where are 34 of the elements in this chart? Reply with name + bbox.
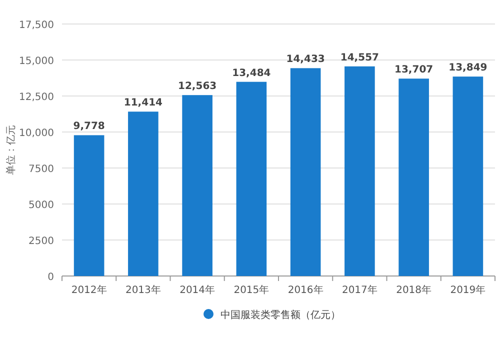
bar: [398, 78, 429, 276]
x-tick-label: 2017年: [342, 284, 378, 296]
bar: [290, 68, 321, 276]
y-tick-label: 2500: [28, 236, 54, 247]
data-label: 12,563: [178, 81, 217, 92]
bar: [452, 76, 484, 276]
data-label: 9,778: [73, 121, 105, 132]
x-tick-label: 2016年: [288, 284, 324, 296]
x-tick-label: 2019年: [450, 284, 486, 296]
y-tick-label: 15,000: [19, 56, 54, 67]
bar: [182, 95, 212, 276]
bar: [128, 112, 158, 276]
data-label: 11,414: [124, 98, 163, 109]
x-tick-label: 2012年: [71, 284, 107, 296]
data-label: 13,849: [448, 62, 488, 74]
y-tick-label: 10,000: [19, 128, 54, 139]
y-tick-label: 0: [48, 272, 54, 283]
x-tick-label: 2014年: [180, 284, 216, 296]
y-tick-label: 12,500: [19, 92, 54, 103]
data-label: 13,707: [394, 64, 434, 76]
y-tick-label: 17,500: [19, 20, 54, 31]
data-label: 13,484: [232, 68, 271, 79]
x-tick-label: 2013年: [125, 284, 161, 296]
bar: [236, 82, 267, 276]
x-tick-label: 2015年: [234, 284, 270, 296]
y-tick-label: 5000: [28, 200, 54, 211]
bar: [74, 135, 104, 276]
x-tick-label: 2018年: [396, 284, 432, 296]
data-label: 14,433: [286, 54, 325, 66]
y-axis-title: 单位：亿元: [5, 125, 17, 175]
legend-label: 中国服装类零售额（亿元）: [220, 309, 340, 321]
y-tick-label: 7500: [28, 164, 54, 175]
bar: [344, 66, 375, 276]
data-label: 14,557: [340, 52, 380, 64]
